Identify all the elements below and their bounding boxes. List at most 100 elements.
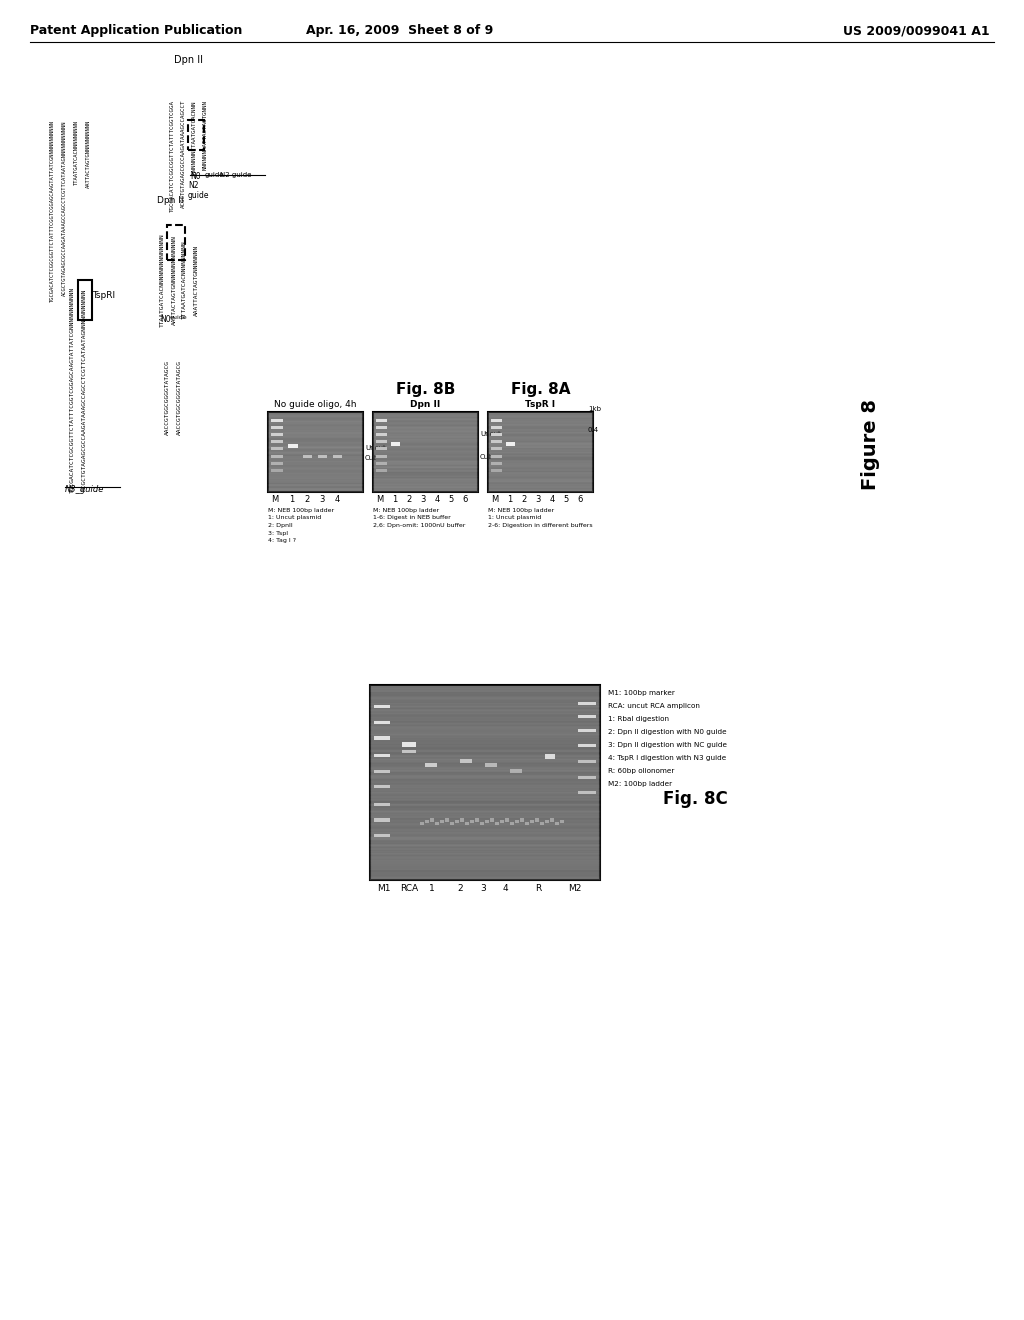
Bar [520, 818, 524, 821]
Bar [374, 785, 390, 788]
Text: 2: Dpn II digestion with N0 guide: 2: Dpn II digestion with N0 guide [608, 729, 727, 735]
Text: AATTACTAGTGNNNNNNNNNNNNN: AATTACTAGTGNNNNNNNNNNNNN [172, 235, 177, 325]
Bar [578, 744, 596, 747]
Bar [488, 412, 593, 492]
Text: 5: 5 [563, 495, 568, 504]
Text: NNNNNNAATTACTAGTGNNN: NNNNNNAATTACTAGTGNNN [203, 100, 208, 170]
Text: TTAATGATCACNNNNNNNNN: TTAATGATCACNNNNNNNNN [74, 120, 79, 185]
Text: 6: 6 [462, 495, 468, 504]
Bar [318, 455, 327, 458]
Text: 4: 4 [434, 495, 439, 504]
Bar [271, 447, 283, 450]
Text: Uncut: Uncut [365, 445, 386, 451]
Text: AAATTACTAGTGNNNNNNN: AAATTACTAGTGNNNNNNN [194, 244, 199, 315]
Bar [490, 440, 502, 444]
Text: Cut: Cut [365, 455, 377, 462]
Text: AACCGTGGCGGGGTATAGCG: AACCGTGGCGGGGTATAGCG [177, 360, 182, 436]
Bar [490, 454, 502, 458]
Text: Fig. 8A: Fig. 8A [511, 381, 570, 397]
Bar [374, 818, 390, 821]
Text: 4: 4 [335, 495, 340, 504]
Bar [376, 440, 387, 444]
Bar [333, 455, 342, 458]
Bar [374, 803, 390, 807]
Bar [560, 820, 564, 824]
Bar [391, 442, 400, 446]
Text: 2,6: Dpn-omit: 1000nU buffer: 2,6: Dpn-omit: 1000nU buffer [373, 523, 465, 528]
Text: 4: 4 [503, 884, 509, 894]
Text: 1: Uncut plasmid: 1: Uncut plasmid [488, 516, 542, 520]
Bar [490, 462, 502, 465]
Bar [578, 776, 596, 779]
Text: 4: TspR I digestion with N3 guide: 4: TspR I digestion with N3 guide [608, 755, 726, 762]
Bar [374, 737, 390, 739]
Bar [271, 469, 283, 473]
Text: TspRI: TspRI [92, 290, 115, 300]
Text: 2: 2 [407, 495, 412, 504]
Text: Fig. 8C: Fig. 8C [663, 789, 727, 808]
Text: ACGCTGTAGAGCGCCAAGATAAAGCCAGCCTCGTTCATAATAGNNNNNNNNNNN: ACGCTGTAGAGCGCCAAGATAAAGCCAGCCTCGTTCATAA… [82, 289, 87, 491]
Bar [475, 818, 479, 821]
Text: 2-6: Digestion in different buffers: 2-6: Digestion in different buffers [488, 523, 593, 528]
Bar [450, 822, 454, 825]
Bar [271, 420, 283, 422]
Bar [402, 742, 416, 747]
Text: M: NEB 100bp ladder: M: NEB 100bp ladder [488, 508, 554, 513]
Bar [268, 412, 362, 492]
Text: AATTACTAGTGNNNNNNNNNN: AATTACTAGTGNNNNNNNNNN [86, 120, 91, 189]
Text: 0.4: 0.4 [588, 426, 599, 433]
Text: 1: Uncut plasmid: 1: Uncut plasmid [268, 516, 322, 520]
Bar [167, 224, 185, 260]
Text: M2: 100bp ladder: M2: 100bp ladder [608, 781, 672, 787]
Bar [545, 820, 549, 824]
Text: Figure 8: Figure 8 [860, 399, 880, 490]
Text: M: NEB 100bp ladder: M: NEB 100bp ladder [373, 508, 439, 513]
Bar [303, 455, 312, 458]
Bar [555, 822, 559, 825]
Text: M: M [377, 495, 384, 504]
Bar [535, 818, 539, 821]
Bar [470, 820, 474, 824]
Bar [510, 822, 514, 825]
Bar [515, 820, 519, 824]
Text: 1kb: 1kb [588, 407, 601, 412]
Bar [373, 412, 478, 492]
Text: 1-6: Digest in NEB buffer: 1-6: Digest in NEB buffer [373, 516, 451, 520]
Text: Dpn II: Dpn II [157, 195, 183, 205]
Text: TGCGACATCTCGCGGTTCTATTTCGGTCGGAGCAAGTATTATCGNNNNNNNNNNN: TGCGACATCTCGCGGTTCTATTTCGGTCGGAGCAAGTATT… [70, 286, 75, 494]
Bar [374, 754, 390, 758]
Bar [376, 420, 387, 422]
Bar [271, 440, 283, 444]
Bar [495, 822, 499, 825]
Bar [540, 822, 544, 825]
Bar [578, 729, 596, 731]
Bar [485, 820, 489, 824]
Text: N3_guide: N3_guide [65, 484, 104, 494]
Text: 4: Tag I ?: 4: Tag I ? [268, 539, 296, 543]
Bar [480, 822, 484, 825]
Bar [188, 120, 204, 150]
Bar [578, 760, 596, 763]
Bar [376, 454, 387, 458]
Text: 3: Dpn II digestion with NC guide: 3: Dpn II digestion with NC guide [608, 742, 727, 748]
Bar [376, 447, 387, 450]
Text: 2: 2 [457, 884, 463, 894]
Text: 6: 6 [578, 495, 583, 504]
Text: N0: N0 [160, 315, 171, 323]
Text: Patent Application Publication: Patent Application Publication [30, 24, 243, 37]
Text: NNNNNNNTTAATGATCACNNN: NNNNNNNTTAATGATCACNNN [193, 100, 197, 173]
Bar [490, 818, 494, 821]
Text: M1: 100bp marker: M1: 100bp marker [608, 690, 675, 696]
Text: RCA: RCA [400, 884, 418, 894]
Text: guide: guide [170, 315, 187, 319]
Text: 5: 5 [449, 495, 454, 504]
Text: 1: 1 [290, 495, 295, 504]
Bar [420, 822, 424, 825]
Bar [578, 701, 596, 705]
Text: M1: M1 [377, 884, 390, 894]
Bar [271, 433, 283, 436]
Bar [402, 750, 416, 754]
Text: M: NEB 100bp ladder: M: NEB 100bp ladder [268, 508, 334, 513]
Bar [578, 791, 596, 795]
Bar [460, 759, 472, 763]
